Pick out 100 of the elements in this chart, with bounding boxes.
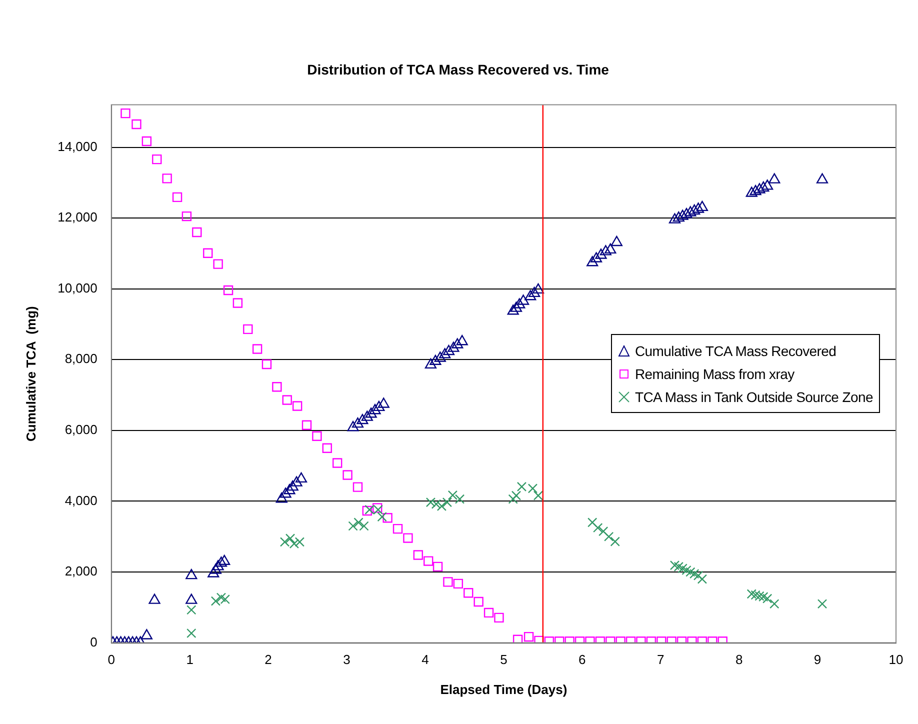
- point: [282, 395, 292, 405]
- point: [354, 518, 364, 528]
- point: [332, 458, 342, 468]
- point: [533, 490, 544, 500]
- point: [758, 592, 768, 602]
- point: [413, 550, 423, 560]
- point: [448, 490, 458, 500]
- point: [674, 562, 684, 572]
- x-tick-label: 4: [422, 652, 429, 668]
- point: [750, 590, 760, 600]
- point: [474, 596, 484, 607]
- point: [592, 522, 603, 533]
- point: [280, 537, 290, 547]
- point: [678, 564, 688, 574]
- point: [186, 628, 196, 638]
- point: [770, 599, 780, 609]
- point: [252, 344, 262, 354]
- point: [528, 484, 538, 494]
- y-tick-label: 6,000: [64, 422, 98, 438]
- point: [484, 608, 494, 618]
- point: [232, 298, 243, 308]
- point: [604, 532, 614, 542]
- point: [424, 556, 434, 566]
- x-tick-label: 7: [656, 652, 664, 668]
- point: [262, 359, 272, 370]
- point: [682, 565, 692, 576]
- point: [382, 513, 392, 523]
- point: [442, 497, 452, 508]
- point: [610, 536, 620, 546]
- x-tick-label: 0: [108, 652, 115, 668]
- point: [762, 594, 772, 604]
- point: [192, 227, 202, 238]
- point: [454, 494, 465, 504]
- point: [210, 596, 221, 606]
- y-tick-label: 8,000: [64, 351, 98, 366]
- point: [670, 560, 680, 570]
- y-tick-label: 4,000: [64, 492, 98, 508]
- point: [142, 136, 152, 146]
- point: [686, 567, 696, 577]
- point: [289, 538, 300, 549]
- point: [598, 526, 608, 536]
- point: [120, 108, 130, 118]
- point: [359, 521, 369, 531]
- point: [172, 192, 182, 202]
- point: [754, 591, 764, 601]
- x-axis-title: Elapsed Time (Days): [440, 682, 568, 697]
- point: [392, 524, 403, 534]
- point: [348, 521, 358, 531]
- y-tick-label: 10,000: [58, 280, 98, 296]
- point: [203, 248, 213, 258]
- point: [292, 401, 302, 411]
- point: [182, 211, 192, 222]
- point: [285, 534, 296, 544]
- legend-label: Remaining Mass from xray: [635, 366, 794, 382]
- point: [403, 533, 413, 543]
- point: [223, 285, 234, 296]
- x-tick-label: 2: [264, 652, 272, 668]
- point: [453, 578, 464, 589]
- point: [213, 259, 223, 269]
- point: [746, 589, 756, 599]
- x-tick-label: 9: [814, 652, 822, 668]
- y-tick-label: 0: [90, 634, 98, 650]
- y-tick-label: 2,000: [64, 564, 98, 579]
- x-tick-label: 3: [343, 652, 350, 668]
- point: [817, 599, 828, 609]
- y-axis-title: Cumulative TCA (mg): [23, 306, 38, 442]
- point: [312, 431, 322, 441]
- point: [693, 570, 704, 580]
- point: [322, 443, 332, 453]
- point: [426, 497, 436, 508]
- y-tick-label: 14,000: [58, 138, 98, 154]
- x-tick-label: 6: [578, 652, 586, 668]
- point: [243, 324, 253, 334]
- point: [432, 562, 443, 572]
- point: [690, 568, 700, 579]
- point: [132, 119, 142, 130]
- x-tick-label: 10: [888, 652, 904, 668]
- legend-label: Cumulative TCA Mass Recovered: [635, 342, 836, 359]
- point: [216, 592, 226, 602]
- point: [524, 632, 534, 642]
- y-tick-label: 12,000: [58, 210, 98, 225]
- legend-label: TCA Mass in Tank Outside Source Zone: [635, 388, 873, 405]
- point: [697, 574, 708, 584]
- point: [364, 504, 374, 515]
- point: [186, 605, 196, 615]
- point: [436, 501, 447, 512]
- x-tick-label: 8: [735, 652, 743, 668]
- point: [588, 518, 598, 528]
- x-tick-label: 1: [186, 652, 194, 668]
- point: [152, 154, 162, 164]
- point: [431, 499, 442, 509]
- point: [272, 382, 282, 392]
- x-tick-label: 5: [500, 652, 508, 668]
- point: [508, 494, 518, 504]
- point: [494, 612, 504, 623]
- point: [377, 512, 387, 522]
- point: [362, 506, 372, 516]
- point: [352, 482, 363, 492]
- point: [443, 577, 453, 587]
- point: [342, 470, 352, 480]
